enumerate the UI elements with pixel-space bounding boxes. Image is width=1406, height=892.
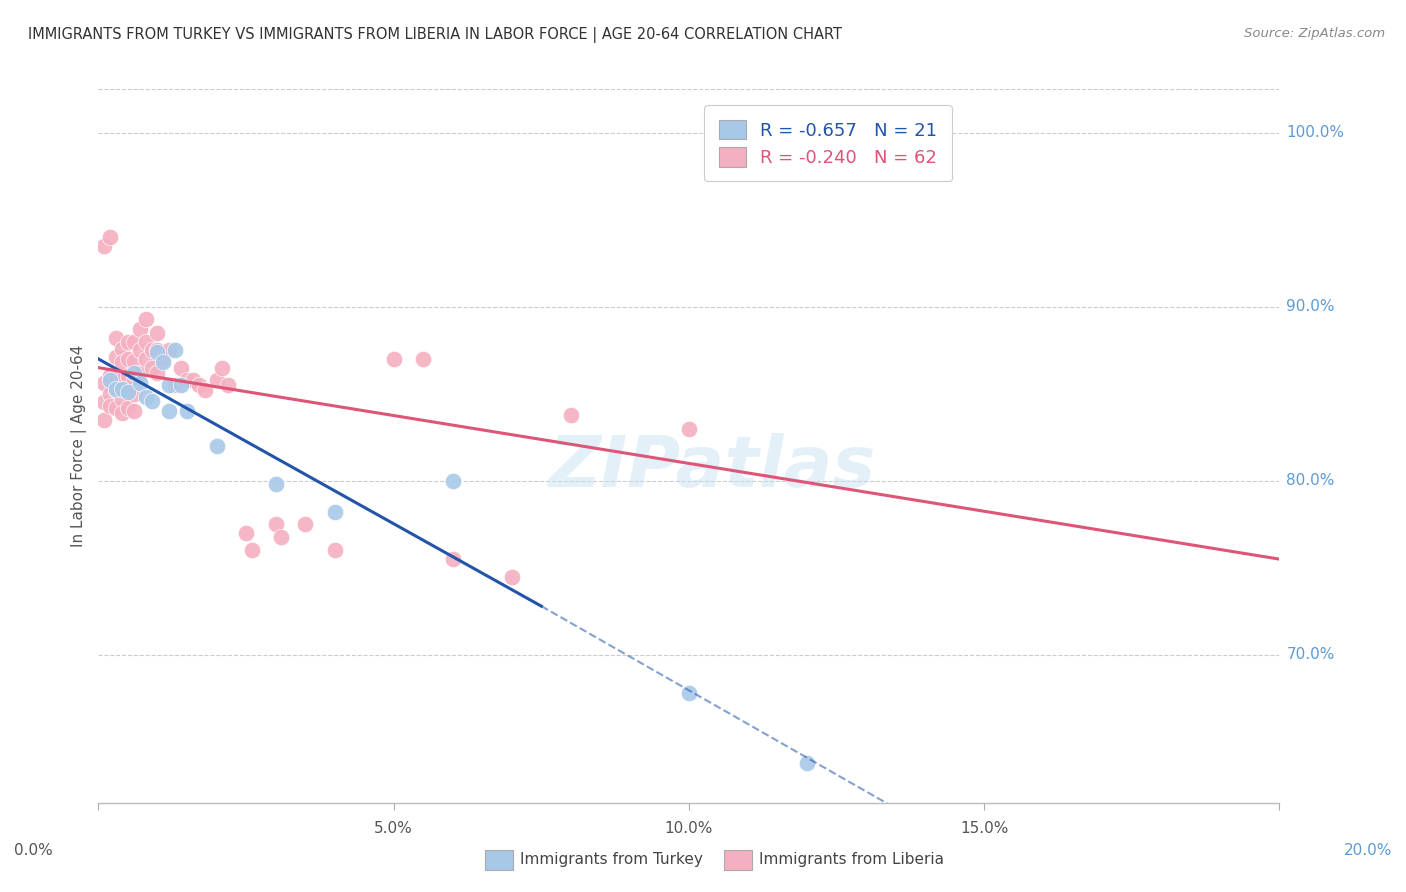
Point bbox=[187, 378, 209, 392]
Point bbox=[412, 351, 434, 366]
Point bbox=[122, 366, 145, 380]
Point bbox=[152, 355, 174, 369]
Point bbox=[205, 439, 228, 453]
Point bbox=[270, 529, 292, 543]
Text: Immigrants from Turkey: Immigrants from Turkey bbox=[520, 853, 703, 867]
Point bbox=[135, 312, 157, 326]
Point bbox=[135, 351, 157, 366]
Text: IMMIGRANTS FROM TURKEY VS IMMIGRANTS FROM LIBERIA IN LABOR FORCE | AGE 20-64 COR: IMMIGRANTS FROM TURKEY VS IMMIGRANTS FRO… bbox=[28, 27, 842, 43]
Point bbox=[678, 686, 700, 700]
Point bbox=[678, 421, 700, 435]
Text: 20.0%: 20.0% bbox=[1344, 843, 1392, 858]
Text: ZIPatlas: ZIPatlas bbox=[548, 433, 876, 502]
Point bbox=[264, 517, 287, 532]
Point bbox=[128, 376, 150, 391]
Point bbox=[501, 569, 523, 583]
Point bbox=[141, 343, 163, 358]
Point bbox=[146, 345, 169, 359]
Point bbox=[122, 334, 145, 349]
Point bbox=[128, 366, 150, 380]
Point bbox=[141, 360, 163, 375]
Point bbox=[441, 552, 464, 566]
Point bbox=[98, 373, 121, 387]
Point bbox=[105, 350, 128, 364]
Text: 10.0%: 10.0% bbox=[665, 821, 713, 836]
Point bbox=[157, 378, 180, 392]
Point bbox=[146, 343, 169, 358]
Point bbox=[165, 378, 187, 392]
Point bbox=[294, 517, 316, 532]
Point bbox=[323, 543, 346, 558]
Point bbox=[181, 373, 204, 387]
Point bbox=[170, 360, 193, 375]
Point bbox=[117, 401, 139, 415]
Point bbox=[560, 408, 582, 422]
Point bbox=[111, 373, 134, 387]
Point bbox=[98, 369, 121, 384]
Point bbox=[117, 351, 139, 366]
Point bbox=[117, 384, 139, 398]
Point bbox=[111, 406, 134, 420]
Point bbox=[211, 360, 233, 375]
Text: Source: ZipAtlas.com: Source: ZipAtlas.com bbox=[1244, 27, 1385, 40]
Legend: R = -0.657   N = 21, R = -0.240   N = 62: R = -0.657 N = 21, R = -0.240 N = 62 bbox=[704, 105, 952, 181]
Point bbox=[122, 386, 145, 401]
Point bbox=[157, 343, 180, 358]
Point bbox=[93, 413, 115, 427]
Point bbox=[105, 331, 128, 345]
Point bbox=[93, 239, 115, 253]
Point bbox=[105, 382, 128, 396]
Point bbox=[217, 378, 239, 392]
Point bbox=[146, 326, 169, 340]
Point bbox=[122, 373, 145, 387]
Point bbox=[98, 399, 121, 413]
Point bbox=[93, 376, 115, 391]
Point bbox=[146, 366, 169, 380]
Point bbox=[205, 373, 228, 387]
Text: 100.0%: 100.0% bbox=[1286, 125, 1344, 140]
Point bbox=[122, 353, 145, 368]
Point bbox=[441, 474, 464, 488]
Point bbox=[796, 756, 818, 770]
Point bbox=[117, 334, 139, 349]
Point bbox=[98, 386, 121, 401]
Point bbox=[165, 343, 187, 358]
Point bbox=[111, 342, 134, 356]
Point bbox=[176, 404, 198, 418]
Point bbox=[111, 392, 134, 406]
Text: 0.0%: 0.0% bbox=[14, 843, 53, 858]
Point bbox=[98, 230, 121, 244]
Text: 70.0%: 70.0% bbox=[1286, 648, 1334, 663]
Point bbox=[122, 404, 145, 418]
Point bbox=[152, 351, 174, 366]
Text: 80.0%: 80.0% bbox=[1286, 474, 1334, 488]
Text: 5.0%: 5.0% bbox=[374, 821, 413, 836]
Point bbox=[93, 395, 115, 409]
Point bbox=[117, 369, 139, 384]
Point bbox=[135, 334, 157, 349]
Point bbox=[117, 385, 139, 400]
Point bbox=[176, 373, 198, 387]
Y-axis label: In Labor Force | Age 20-64: In Labor Force | Age 20-64 bbox=[72, 345, 87, 547]
Point bbox=[235, 526, 257, 541]
Point bbox=[141, 393, 163, 408]
Text: 90.0%: 90.0% bbox=[1286, 299, 1334, 314]
Point bbox=[128, 322, 150, 336]
Point bbox=[111, 382, 134, 396]
Point bbox=[105, 384, 128, 398]
Point bbox=[382, 351, 405, 366]
Point bbox=[105, 369, 128, 384]
Point bbox=[240, 543, 263, 558]
Point bbox=[194, 384, 217, 398]
Point bbox=[135, 390, 157, 404]
Text: Immigrants from Liberia: Immigrants from Liberia bbox=[759, 853, 945, 867]
Point bbox=[170, 378, 193, 392]
Point bbox=[264, 477, 287, 491]
Text: 15.0%: 15.0% bbox=[960, 821, 1008, 836]
Point bbox=[128, 343, 150, 358]
Point bbox=[323, 505, 346, 519]
Point bbox=[111, 355, 134, 369]
Point bbox=[105, 401, 128, 415]
Point bbox=[157, 404, 180, 418]
